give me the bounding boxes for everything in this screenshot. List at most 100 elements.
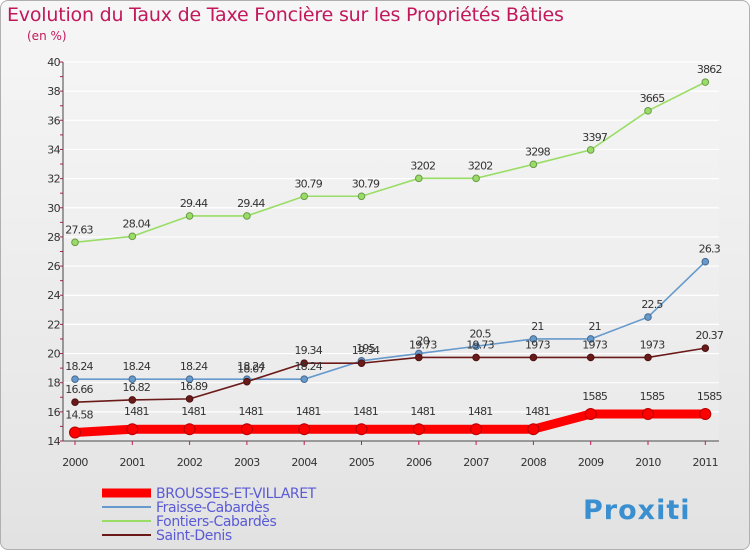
data-point [126,423,139,436]
x-tick-label: 2007 [463,456,489,469]
data-label: 18.24 [180,360,208,373]
data-point [529,353,538,362]
proxiti-logo: Proxiti [583,495,691,526]
data-point [355,423,368,436]
data-label: 29.44 [237,197,265,210]
data-label: 14.58 [65,409,93,422]
data-point [699,408,712,421]
data-point [243,377,251,386]
data-label: 3202 [410,159,435,172]
logo-text: Proxiti [583,495,691,526]
data-point [529,160,538,169]
data-label: 1481 [124,405,149,418]
y-tick-label: 26 [47,260,60,273]
legend-label: BROUSSES-ET-VILLARET [156,486,317,502]
x-tick-label: 2000 [62,456,88,469]
data-label: 195 [356,342,375,355]
data-point [472,342,480,351]
data-point [69,426,81,439]
data-label: 18.24 [65,360,93,373]
data-label: 18.24 [294,360,322,373]
data-label: 30.79 [294,177,322,190]
data-label: 3397 [582,131,608,144]
data-label: 16.82 [123,381,151,394]
y-tick-label: 20 [47,348,60,361]
y-axis-unit: (en %) [27,29,67,43]
y-tick-label: 16 [47,406,60,419]
data-label: 1973 [582,338,608,351]
plot-area [63,62,719,441]
x-tick-label: 2001 [119,456,145,469]
data-point [644,107,652,115]
data-label: 1973 [525,338,551,351]
data-label: 3202 [468,159,493,172]
data-point [584,408,597,421]
data-point [412,423,425,436]
data-label: 19.73 [466,338,494,351]
data-label: 30.79 [352,177,380,190]
data-point [357,359,366,367]
data-label: 20 [417,335,430,348]
data-point [300,192,309,201]
data-point [701,344,710,352]
data-point [644,353,652,362]
data-point [586,353,595,362]
legend-label: Saint-Denis [156,528,232,544]
data-label: 1481 [353,405,378,418]
x-tick-label: 2006 [406,456,432,469]
series-line-0 [70,409,710,438]
data-label: 3665 [640,92,666,105]
data-label: 21 [531,320,543,333]
data-point [298,423,311,436]
y-tick-label: 30 [47,202,60,215]
data-label: 3298 [525,145,551,158]
data-point [243,212,251,220]
data-point [472,174,480,183]
data-point [185,212,194,220]
data-point [71,398,79,407]
y-tick-label: 34 [47,143,60,156]
data-label: 20.5 [469,327,491,340]
data-label: 1973 [640,338,666,351]
y-tick-label: 22 [47,318,60,331]
data-point [586,146,595,154]
data-label: 28.04 [123,217,151,230]
data-label: 1481 [239,405,264,418]
y-tick-label: 28 [47,231,60,244]
x-tick-label: 2004 [291,456,317,469]
data-point [128,396,137,404]
x-tick-label: 2002 [177,456,203,469]
data-label: 20.37 [696,329,724,342]
x-tick-label: 2008 [521,456,547,469]
data-point [185,375,194,383]
data-point [183,423,196,436]
x-tick-label: 2005 [349,456,375,469]
series-line-2 [74,81,707,244]
data-point [701,257,710,266]
data-point [128,232,137,241]
x-tick-label: 2009 [578,456,604,469]
data-label: 19.73 [409,338,437,351]
data-label: 19.34 [294,344,322,357]
data-label: 27.63 [65,223,93,236]
data-label: 1481 [410,405,435,418]
legend-label: Fontiers-Cabardès [156,514,277,530]
data-label: 1481 [468,405,493,418]
chart-title: Evolution du Taux de Taxe Foncière sur l… [7,4,564,26]
data-point [71,238,79,247]
y-tick-label: 32 [47,173,60,186]
y-tick-label: 18 [47,377,60,390]
data-label: 1585 [697,390,723,403]
y-tick-label: 36 [47,114,60,127]
data-label: 1585 [640,390,666,403]
data-point [71,375,79,383]
y-tick-label: 38 [47,85,60,98]
data-label: 1481 [181,405,206,418]
data-point [185,395,194,403]
data-point [357,192,366,201]
data-label: 18.07 [237,363,265,376]
data-label: 22.5 [641,298,663,311]
data-label: 26.3 [699,243,721,256]
x-tick-label: 2003 [234,456,260,469]
